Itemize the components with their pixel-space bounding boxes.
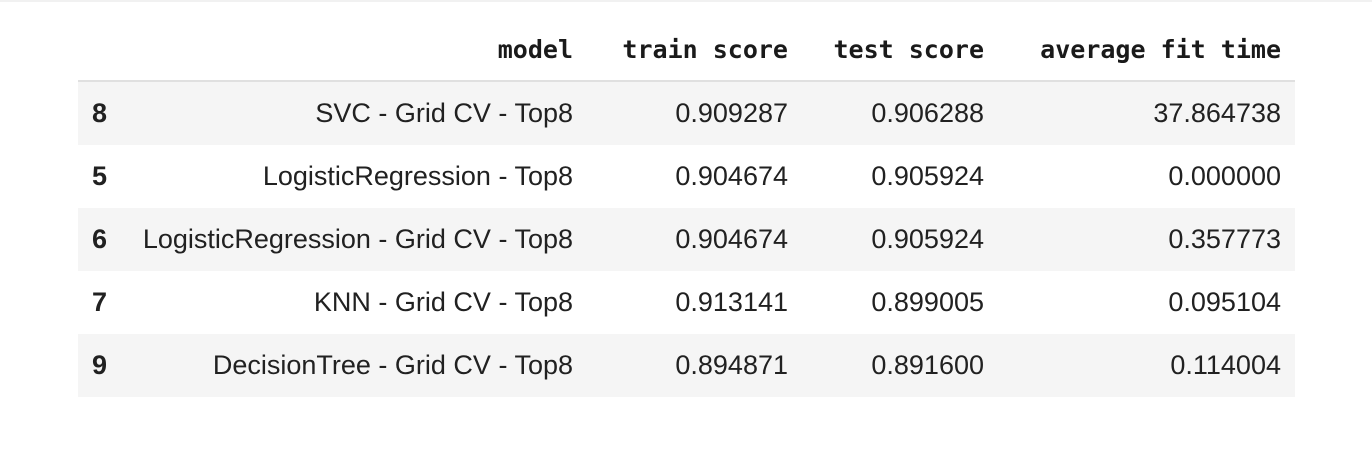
cell-train-score: 0.909287	[675, 98, 788, 128]
cell-model: DecisionTree - Grid CV - Top8	[212, 350, 573, 380]
cell-train-score: 0.904674	[675, 224, 788, 254]
table-row: 9 DecisionTree - Grid CV - Top8 0.894871…	[78, 334, 1295, 397]
output-top-divider	[0, 0, 1372, 2]
cell-average-fit-time: 0.095104	[1168, 287, 1281, 317]
cell-model: KNN - Grid CV - Top8	[313, 287, 573, 317]
row-index: 8	[92, 98, 108, 128]
cell-train-score: 0.904674	[675, 161, 788, 191]
cell-average-fit-time: 0.000000	[1168, 161, 1281, 191]
row-index: 7	[92, 287, 108, 317]
cell-test-score: 0.905924	[871, 161, 984, 191]
column-header-train-score: train score	[587, 18, 802, 82]
cell-average-fit-time: 37.864738	[1153, 98, 1281, 128]
results-table: model train score test score average fit…	[78, 18, 1295, 397]
column-header-index	[78, 18, 122, 82]
row-index: 6	[92, 224, 108, 254]
cell-test-score: 0.905924	[871, 224, 984, 254]
table-row: 7 KNN - Grid CV - Top8 0.913141 0.899005…	[78, 271, 1295, 334]
table-row: 5 LogisticRegression - Top8 0.904674 0.9…	[78, 145, 1295, 208]
row-index: 5	[92, 161, 108, 191]
cell-train-score: 0.894871	[675, 350, 788, 380]
cell-average-fit-time: 0.357773	[1168, 224, 1281, 254]
column-header-model: model	[122, 18, 587, 82]
cell-average-fit-time: 0.114004	[1170, 350, 1281, 380]
cell-train-score: 0.913141	[675, 287, 788, 317]
cell-test-score: 0.891600	[871, 350, 984, 380]
cell-model: SVC - Grid CV - Top8	[315, 98, 573, 128]
table-row: 6 LogisticRegression - Grid CV - Top8 0.…	[78, 208, 1295, 271]
dataframe-output: model train score test score average fit…	[78, 18, 1295, 397]
column-header-average-fit-time: average fit time	[998, 18, 1295, 82]
cell-test-score: 0.906288	[871, 98, 984, 128]
table-row: 8 SVC - Grid CV - Top8 0.909287 0.906288…	[78, 81, 1295, 145]
cell-model: LogisticRegression - Top8	[262, 161, 573, 191]
cell-model: LogisticRegression - Grid CV - Top8	[142, 224, 573, 254]
row-index: 9	[92, 350, 108, 380]
cell-test-score: 0.899005	[871, 287, 984, 317]
column-header-test-score: test score	[802, 18, 998, 82]
table-header-row: model train score test score average fit…	[78, 18, 1295, 82]
